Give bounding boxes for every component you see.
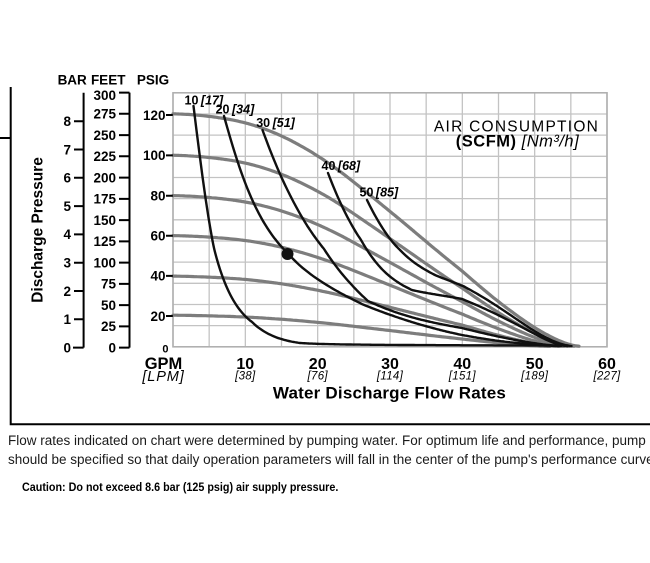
svg-text:300: 300 [93,88,116,103]
svg-text:6: 6 [63,171,71,186]
svg-text:200: 200 [93,170,116,185]
svg-text:[76]: [76] [307,371,329,383]
svg-text:FEET: FEET [91,73,126,88]
svg-text:Discharge Pressure: Discharge Pressure [30,157,47,303]
svg-text:0: 0 [162,344,168,356]
svg-text:1: 1 [63,312,71,327]
svg-text:275: 275 [93,107,116,122]
svg-text:0: 0 [108,340,116,355]
svg-text:60: 60 [598,356,616,373]
svg-text:AIR CONSUMPTION: AIR CONSUMPTION [434,119,599,136]
svg-text:PSIG: PSIG [137,73,169,88]
svg-text:[LPM]: [LPM] [141,369,184,385]
svg-text:10: 10 [236,356,254,373]
svg-text:[189]: [189] [520,371,549,383]
svg-text:120: 120 [143,108,166,123]
svg-text:175: 175 [93,192,116,207]
svg-text:[151]: [151] [448,371,477,383]
svg-text:(SCFM) [Nm³/h]: (SCFM) [Nm³/h] [456,133,579,151]
svg-text:40[68]: 40 [68] [322,159,361,173]
svg-text:40: 40 [150,269,165,284]
svg-text:150: 150 [93,213,116,228]
svg-text:0: 0 [63,340,71,355]
svg-text:7: 7 [63,142,71,157]
svg-text:GPM: GPM [145,355,183,373]
svg-text:30: 30 [381,356,399,373]
svg-text:250: 250 [93,128,116,143]
svg-text:Water Discharge Flow Rates: Water Discharge Flow Rates [273,384,506,403]
svg-text:20: 20 [309,356,327,373]
svg-text:[114]: [114] [376,371,404,383]
svg-text:5: 5 [63,199,71,214]
svg-text:25: 25 [101,319,117,334]
svg-text:100: 100 [93,255,116,270]
svg-text:50: 50 [526,356,544,373]
svg-text:50[85]: 50 [85] [360,186,399,200]
svg-text:20[34]: 20 [34] [216,103,255,117]
svg-text:8: 8 [63,114,71,129]
svg-text:225: 225 [93,149,116,164]
svg-text:BAR: BAR [58,73,87,88]
svg-text:4: 4 [63,227,71,242]
svg-text:10[17]: 10 [17] [185,94,224,108]
svg-text:60: 60 [150,229,165,244]
svg-text:30[51]: 30 [51] [256,116,295,130]
svg-text:3: 3 [63,256,71,271]
svg-text:100: 100 [143,148,166,163]
svg-text:40: 40 [453,356,471,373]
svg-text:75: 75 [101,277,117,292]
svg-text:20: 20 [150,309,165,324]
svg-text:50: 50 [101,298,116,313]
svg-text:80: 80 [150,189,165,204]
svg-text:[38]: [38] [234,371,256,383]
svg-text:125: 125 [93,234,116,249]
svg-text:[227]: [227] [592,371,621,383]
svg-text:2: 2 [63,284,71,299]
